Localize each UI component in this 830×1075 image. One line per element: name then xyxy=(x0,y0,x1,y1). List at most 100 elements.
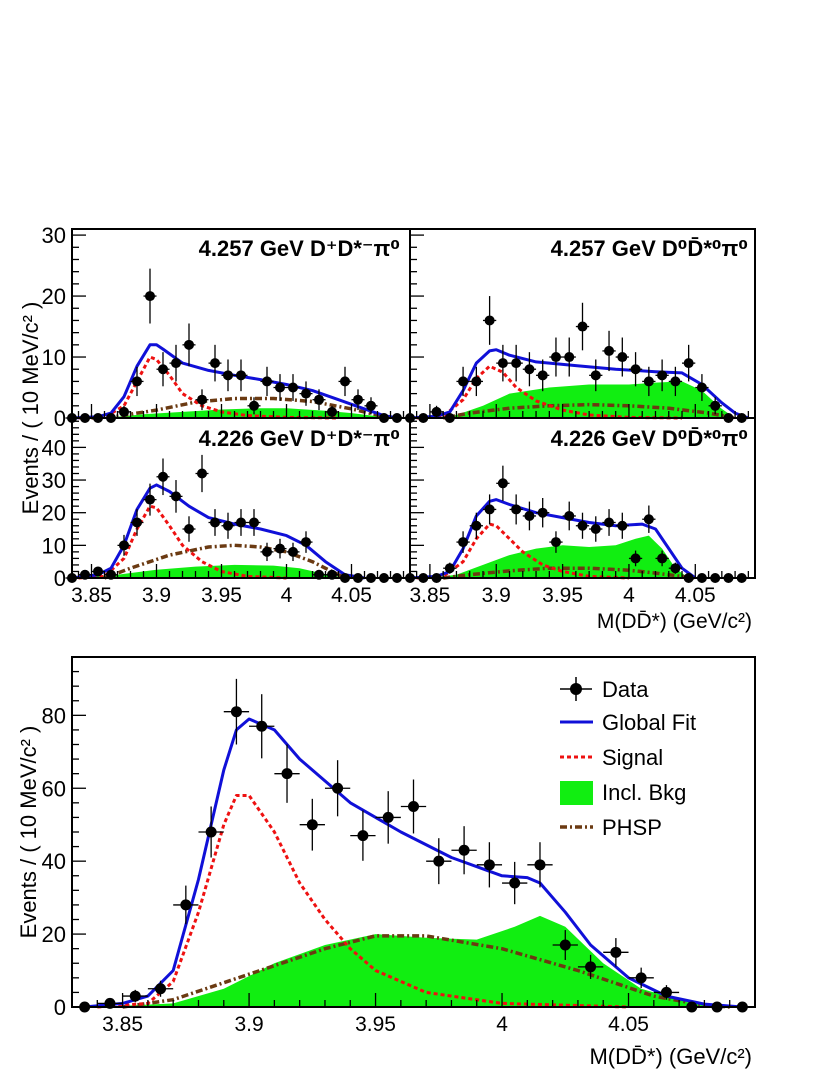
data-point xyxy=(262,376,272,387)
data-point xyxy=(281,768,293,780)
panel-bottom: 3.85 3.9 3.95 4 4.05 0 20 40 60 80 xyxy=(42,656,756,1036)
data-point xyxy=(559,939,571,951)
x-tick-label: 4.05 xyxy=(331,584,372,607)
data-point xyxy=(145,291,155,302)
data-point xyxy=(301,388,311,399)
ylabel-top-grid: Events / ( 10 MeV/c² ) xyxy=(18,302,43,515)
data-point xyxy=(275,382,285,393)
x-tick-label: 4.05 xyxy=(608,1013,649,1036)
data-point xyxy=(604,345,615,356)
x-tick-label: 3.95 xyxy=(201,584,242,607)
data-point xyxy=(210,358,220,369)
data-point xyxy=(158,471,168,482)
data-point xyxy=(366,400,376,411)
data-point xyxy=(180,899,192,911)
data-point xyxy=(256,720,268,732)
y-tick-label: 20 xyxy=(42,501,66,526)
legend-label-signal: Signal xyxy=(602,745,663,770)
data-point xyxy=(577,321,588,332)
data-point xyxy=(511,504,522,515)
data-point xyxy=(604,517,615,528)
data-point xyxy=(534,859,546,871)
data-point xyxy=(585,961,597,973)
data-point xyxy=(696,382,707,393)
data-point xyxy=(171,358,181,369)
y-tick-label: 10 xyxy=(42,533,66,558)
y-tick-label: 30 xyxy=(42,468,66,493)
data-point xyxy=(236,370,246,381)
incl-bkg-area xyxy=(429,535,689,578)
legend-entry-data: Data xyxy=(560,677,649,702)
panel-frame xyxy=(409,417,756,579)
xlabel-top-grid: M(DD̄*) (GeV/c²) xyxy=(597,610,752,633)
legend-incl-bkg-swatch xyxy=(560,781,593,805)
y-tick-label: 0 xyxy=(54,406,66,431)
panel-middle-left: 3.85 3.9 3.95 4 4.05 0 10 20 30 40 xyxy=(42,417,411,607)
data-point xyxy=(483,859,495,871)
legend-label-phsp: PHSP xyxy=(602,815,662,840)
data-point xyxy=(564,510,575,521)
x-tick-label: 4 xyxy=(496,1013,508,1036)
data-point xyxy=(657,553,668,564)
data-point xyxy=(433,855,445,867)
data-point xyxy=(249,517,259,528)
panel-top-left: 0 10 20 30 xyxy=(42,223,411,431)
y-tick-label: 30 xyxy=(42,223,66,248)
x-tick-label: 3.9 xyxy=(234,1013,263,1036)
signal-curve xyxy=(78,504,287,580)
legend-entry-incl-bkg: Incl. Bkg xyxy=(560,780,686,805)
x-tick-label: 3.95 xyxy=(542,584,583,607)
data-point xyxy=(537,370,548,381)
legend-label-data: Data xyxy=(602,677,649,702)
data-point xyxy=(643,376,654,387)
data-point xyxy=(249,400,259,411)
data-point xyxy=(444,563,455,574)
data-point xyxy=(93,566,103,577)
data-point xyxy=(577,520,588,531)
incl-bkg-area xyxy=(97,915,730,1007)
data-point xyxy=(119,406,129,417)
data-point xyxy=(408,800,419,812)
panel-title-top-left: 4.257 GeV D⁺D*⁻π⁰ xyxy=(199,236,400,261)
phsp-curve xyxy=(103,543,346,580)
data-point xyxy=(357,830,369,842)
data-point xyxy=(158,364,168,375)
data-point xyxy=(657,370,668,381)
data-point xyxy=(564,352,575,363)
data-point xyxy=(223,370,233,381)
data-point xyxy=(484,504,495,515)
y-tick-label: 60 xyxy=(42,776,66,801)
data-point xyxy=(590,370,601,381)
x-tick-label: 3.85 xyxy=(71,584,112,607)
data-point xyxy=(119,540,129,551)
data-point xyxy=(205,826,217,838)
data-point xyxy=(610,946,622,958)
data-point xyxy=(458,844,470,856)
data-point xyxy=(643,514,654,525)
data-point xyxy=(484,315,495,326)
data-point xyxy=(660,986,672,998)
data-point xyxy=(471,376,482,387)
data-point xyxy=(431,406,442,417)
data-point xyxy=(184,339,194,350)
data-point xyxy=(630,364,641,375)
data-point xyxy=(132,376,142,387)
data-point xyxy=(230,706,242,718)
data-point xyxy=(288,382,298,393)
data-point xyxy=(590,524,601,535)
data-point xyxy=(132,517,142,528)
data-point xyxy=(262,546,272,557)
x-tick-label: 4.05 xyxy=(675,584,716,607)
signal-curve xyxy=(416,522,629,580)
data-point xyxy=(382,811,394,823)
data-point xyxy=(670,376,681,387)
panel-middle-right: 3.85 3.9 3.95 4 4.05 xyxy=(403,417,756,607)
data-point xyxy=(327,406,337,417)
data-point xyxy=(306,819,318,831)
x-tick-label: 4 xyxy=(281,584,293,607)
y-tick-label: 80 xyxy=(42,703,66,728)
data-point xyxy=(314,394,324,405)
data-point xyxy=(340,376,350,387)
data-point xyxy=(223,520,233,531)
